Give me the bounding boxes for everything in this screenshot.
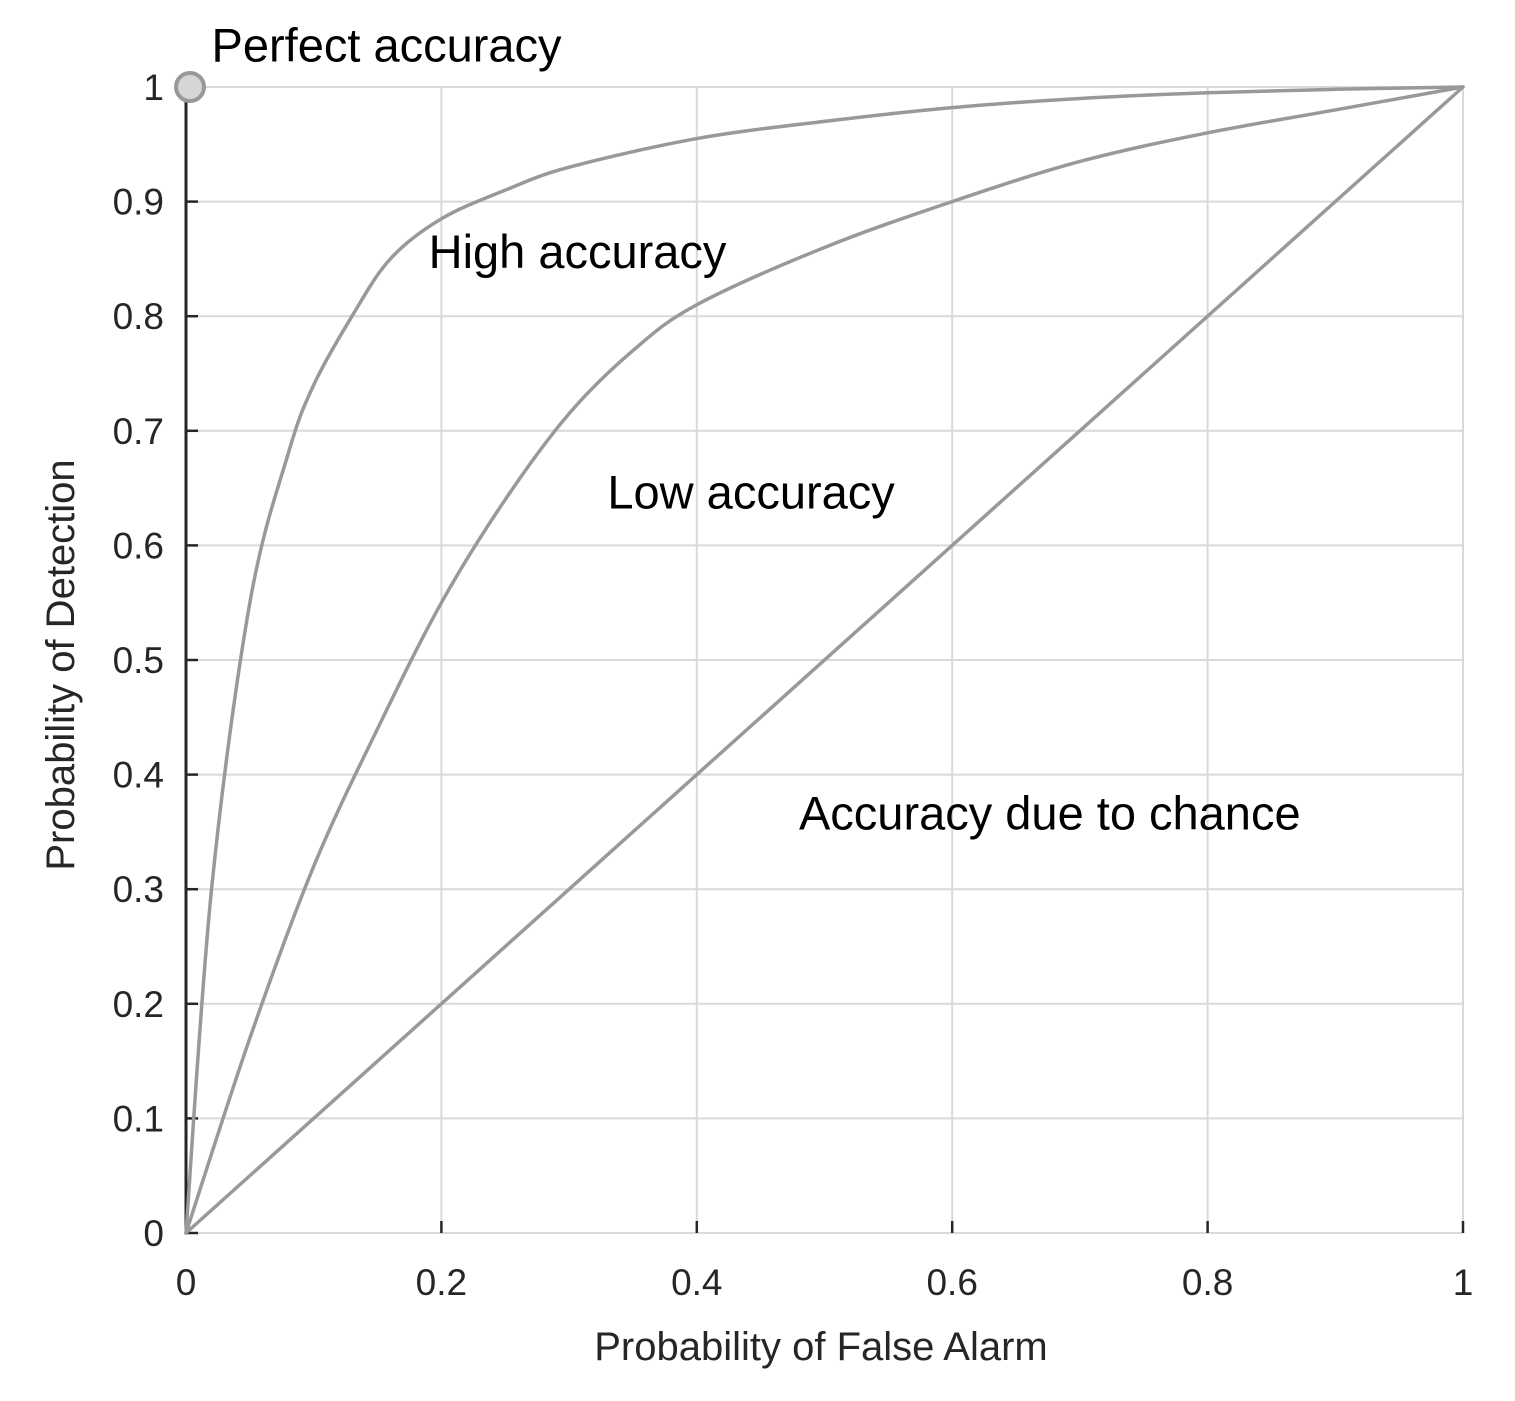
series-layer	[184, 85, 1465, 1235]
x-tick-label: 1	[1453, 1262, 1474, 1303]
y-tick-label: 0.9	[113, 182, 164, 223]
y-tick-label: 0.4	[113, 755, 164, 796]
series-line-1	[184, 85, 1465, 1235]
y-tick-label: 1	[143, 67, 164, 108]
series-line-3	[184, 85, 1465, 1235]
y-axis-label: Probability of Detection	[39, 459, 83, 870]
y-tick-label: 0.8	[113, 296, 164, 337]
perfect-accuracy-point	[174, 71, 206, 103]
annotation-label: Low accuracy	[607, 465, 895, 518]
x-tick-label: 0.4	[671, 1262, 722, 1303]
y-tick-label: 0.3	[113, 869, 164, 910]
series-line-2	[184, 85, 1465, 1235]
annotation-label: Accuracy due to chance	[799, 786, 1301, 839]
annotation-label: Perfect accuracy	[212, 19, 563, 72]
x-tick-label: 0.6	[926, 1262, 977, 1303]
axes: 0 0.2 0.4 0.6 0.8 1 0 0.1 0.2 0.3 0.4 0.5 0.6 0.7 0.8 0…	[113, 67, 1474, 1303]
x-tick-label: 0.2	[416, 1262, 467, 1303]
x-tick-label: 0	[176, 1262, 197, 1303]
points-layer	[174, 71, 206, 103]
y-tick-label: 0.6	[113, 525, 164, 566]
grid	[185, 86, 1464, 1234]
x-axis-label: Probability of False Alarm	[594, 1325, 1048, 1369]
y-tick-label: 0.5	[113, 640, 164, 681]
annotation-label: High accuracy	[429, 225, 727, 278]
y-tick-label: 0	[143, 1213, 164, 1254]
y-tick-label: 0.2	[113, 984, 164, 1025]
y-tick-label: 0.1	[113, 1098, 164, 1139]
x-tick-label: 0.8	[1182, 1262, 1233, 1303]
y-tick-label: 0.7	[113, 411, 164, 452]
annotations-layer: Perfect accuracy High accuracy Low accurac…	[212, 19, 1301, 840]
